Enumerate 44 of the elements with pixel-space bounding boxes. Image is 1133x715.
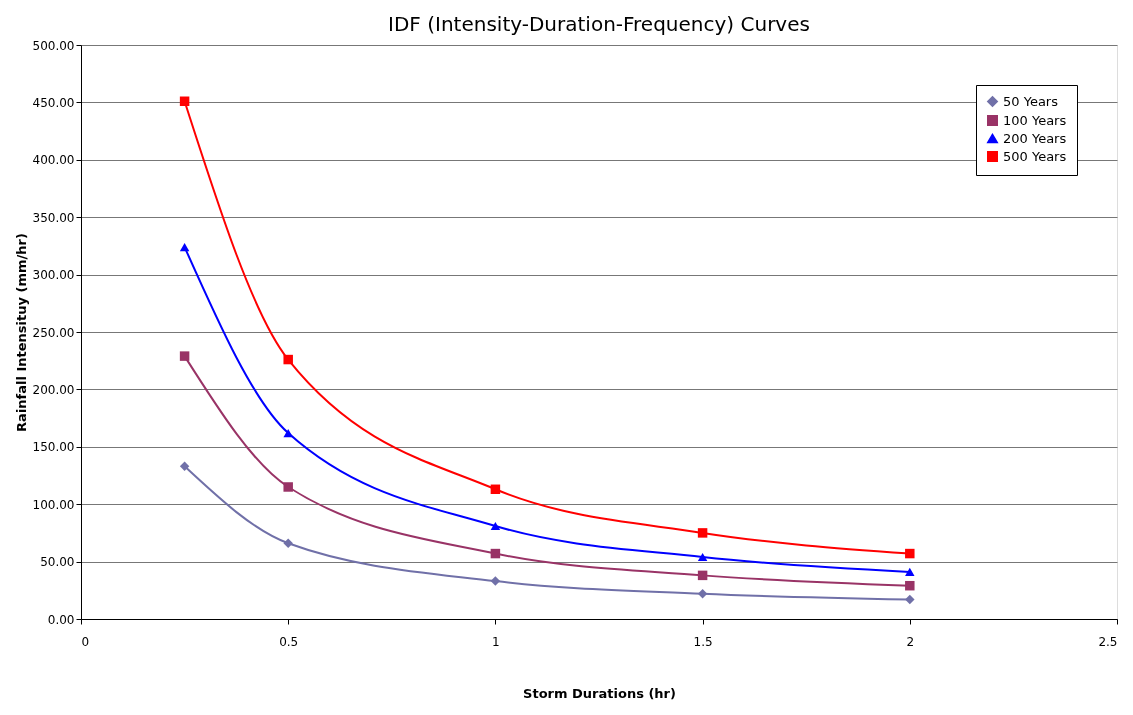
chart-title: IDF (Intensity-Duration-Frequency) Curves — [388, 12, 810, 36]
x-axis-title: Storm Durations (hr) — [523, 685, 676, 701]
legend-label: 200 Years — [1003, 130, 1067, 146]
legend-label: 100 Years — [1003, 112, 1067, 128]
y-tick-label: 150.00 — [32, 440, 75, 455]
point — [490, 484, 501, 495]
point — [905, 580, 915, 591]
y-tick-label: 50.00 — [40, 555, 75, 570]
point — [697, 528, 708, 538]
point — [490, 576, 501, 586]
point — [697, 570, 708, 581]
point — [283, 538, 293, 548]
point — [179, 351, 190, 361]
point — [905, 567, 915, 577]
x-tick-label: 0.5 — [279, 634, 299, 649]
x-tick-label: 2.5 — [1098, 634, 1118, 649]
point — [283, 482, 293, 492]
x-tick-label: 1 — [492, 634, 500, 649]
y-tick-label: 500.00 — [32, 38, 75, 53]
y-tick-label: 0.00 — [47, 612, 75, 627]
point — [283, 354, 293, 365]
y-tick-label: 450.00 — [32, 95, 75, 110]
point — [697, 552, 708, 562]
y-tick-label: 100.00 — [32, 497, 75, 512]
legend-label: 50 Years — [1003, 93, 1059, 109]
point — [283, 428, 293, 438]
point — [905, 548, 915, 559]
y-tick-label: 300.00 — [32, 268, 75, 283]
y-axis-title: Rainfall Intensituy (mm/hr) — [13, 233, 29, 432]
x-tick-label: 2 — [906, 634, 915, 649]
legend-label: 500 Years — [1003, 148, 1067, 164]
point — [179, 96, 190, 106]
point — [179, 242, 190, 252]
point — [179, 461, 190, 472]
point — [490, 548, 501, 559]
y-tick-label: 400.00 — [32, 153, 75, 168]
point — [697, 589, 708, 599]
y-tick-label: 250.00 — [32, 325, 75, 340]
y-tick-label: 200.00 — [32, 382, 75, 397]
point — [905, 594, 915, 605]
x-tick-label: 1.5 — [693, 634, 713, 649]
point — [490, 521, 501, 531]
y-tick-label: 350.00 — [32, 210, 75, 225]
x-tick-label: 0 — [81, 634, 90, 649]
